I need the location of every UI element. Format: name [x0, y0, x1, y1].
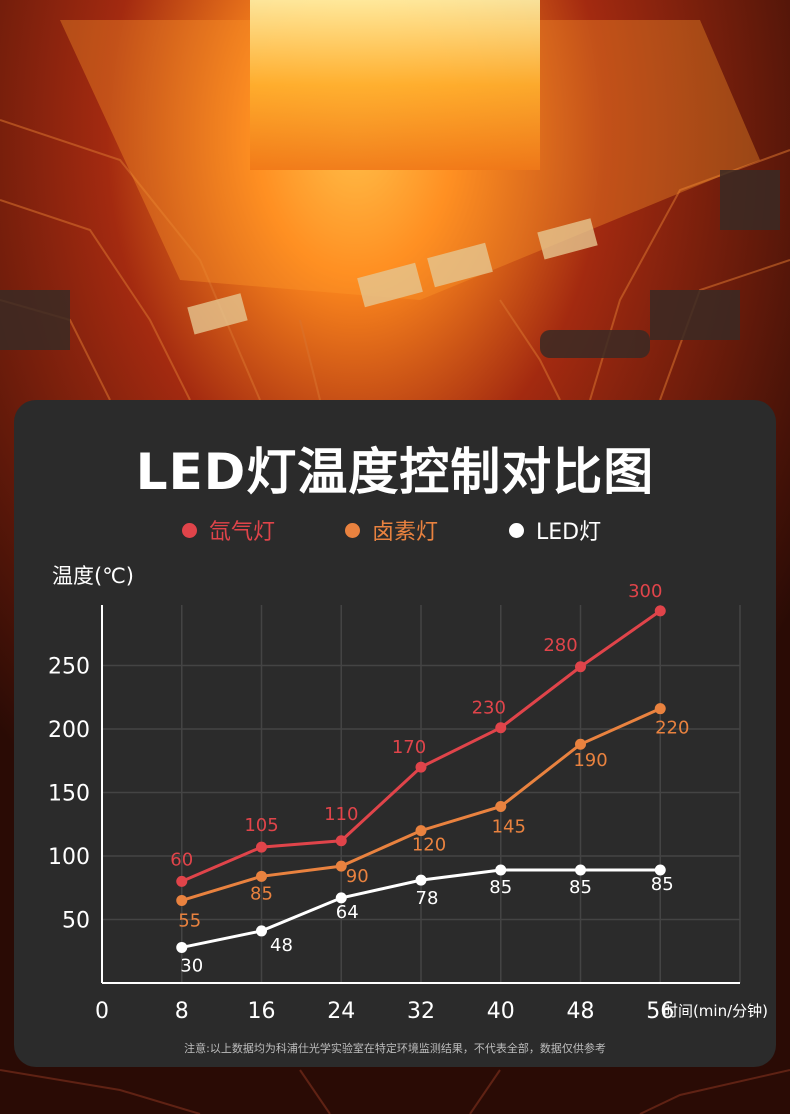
- data-label: 145: [492, 816, 526, 837]
- y-tick-label: 200: [48, 718, 90, 743]
- data-label: 105: [244, 815, 278, 836]
- data-label: 220: [655, 718, 689, 739]
- y-tick-label: 50: [62, 909, 90, 934]
- data-label: 64: [336, 902, 359, 923]
- x-axis-label: 时间(min/分钟): [663, 1002, 768, 1020]
- y-tick-label: 250: [48, 655, 90, 680]
- data-point: [654, 703, 666, 715]
- disclaimer-note: 注意:以上数据均为科浦仕光学实验室在特定环境监测结果，不代表全部，数据仅供参考: [184, 1042, 606, 1055]
- chart-panel: [14, 400, 776, 1067]
- data-point: [415, 825, 427, 837]
- legend-item-led: LED灯: [509, 514, 601, 546]
- data-point: [575, 661, 586, 673]
- data-point: [256, 870, 267, 882]
- data-label: 55: [178, 910, 201, 931]
- data-point: [335, 892, 347, 904]
- data-point: [654, 864, 666, 876]
- data-label: 300: [628, 581, 662, 602]
- data-point: [495, 722, 507, 734]
- data-label: 170: [392, 737, 426, 758]
- data-point: [415, 761, 427, 773]
- x-tick-label: 24: [327, 999, 355, 1024]
- data-label: 190: [573, 750, 607, 771]
- data-label: 110: [324, 804, 358, 825]
- legend-item-xenon: 氙气灯: [182, 514, 275, 546]
- data-point: [176, 875, 188, 887]
- data-point: [176, 941, 188, 953]
- x-tick-label: 56: [646, 999, 674, 1024]
- x-tick-label: 16: [248, 999, 276, 1024]
- legend: 氙气灯 卤素灯 LED灯: [0, 514, 790, 548]
- data-point: [335, 860, 347, 872]
- x-tick-label: 48: [567, 999, 595, 1024]
- data-point: [256, 841, 267, 853]
- data-point: [335, 835, 347, 847]
- data-point: [654, 605, 666, 617]
- x-tick-label: 32: [407, 999, 435, 1024]
- chart-title: LED灯温度控制对比图: [135, 443, 655, 501]
- data-label: 78: [416, 888, 439, 909]
- legend-marker-xenon: [182, 522, 197, 538]
- data-point: [495, 800, 507, 812]
- data-point: [575, 738, 586, 750]
- legend-marker-led: [509, 522, 524, 538]
- data-label: 85: [489, 877, 512, 898]
- data-label: 48: [270, 935, 293, 956]
- data-label: 90: [346, 866, 369, 887]
- legend-marker-halogen: [345, 522, 360, 538]
- legend-label-led: LED灯: [536, 520, 602, 545]
- y-tick-label: 100: [48, 845, 90, 870]
- data-label: 85: [651, 874, 674, 895]
- legend-item-halogen: 卤素灯: [345, 514, 438, 546]
- y-tick-label: 150: [48, 782, 90, 807]
- legend-label-xenon: 氙气灯: [209, 520, 276, 545]
- data-label: 230: [472, 698, 506, 719]
- data-label: 85: [569, 877, 592, 898]
- data-point: [495, 864, 507, 876]
- data-point: [256, 925, 267, 937]
- data-label: 280: [543, 635, 577, 656]
- data-point: [415, 874, 427, 886]
- data-label: 120: [412, 835, 446, 856]
- data-label: 60: [170, 849, 193, 870]
- data-point: [575, 864, 586, 876]
- x-tick-label: 8: [175, 999, 189, 1024]
- data-label: 30: [180, 955, 203, 976]
- legend-label-halogen: 卤素灯: [372, 520, 439, 545]
- data-label: 85: [250, 883, 273, 904]
- x-tick-label: 40: [487, 999, 515, 1024]
- y-axis-label: 温度(℃): [52, 564, 134, 588]
- data-point: [176, 894, 188, 906]
- x-tick-label: 0: [95, 999, 109, 1024]
